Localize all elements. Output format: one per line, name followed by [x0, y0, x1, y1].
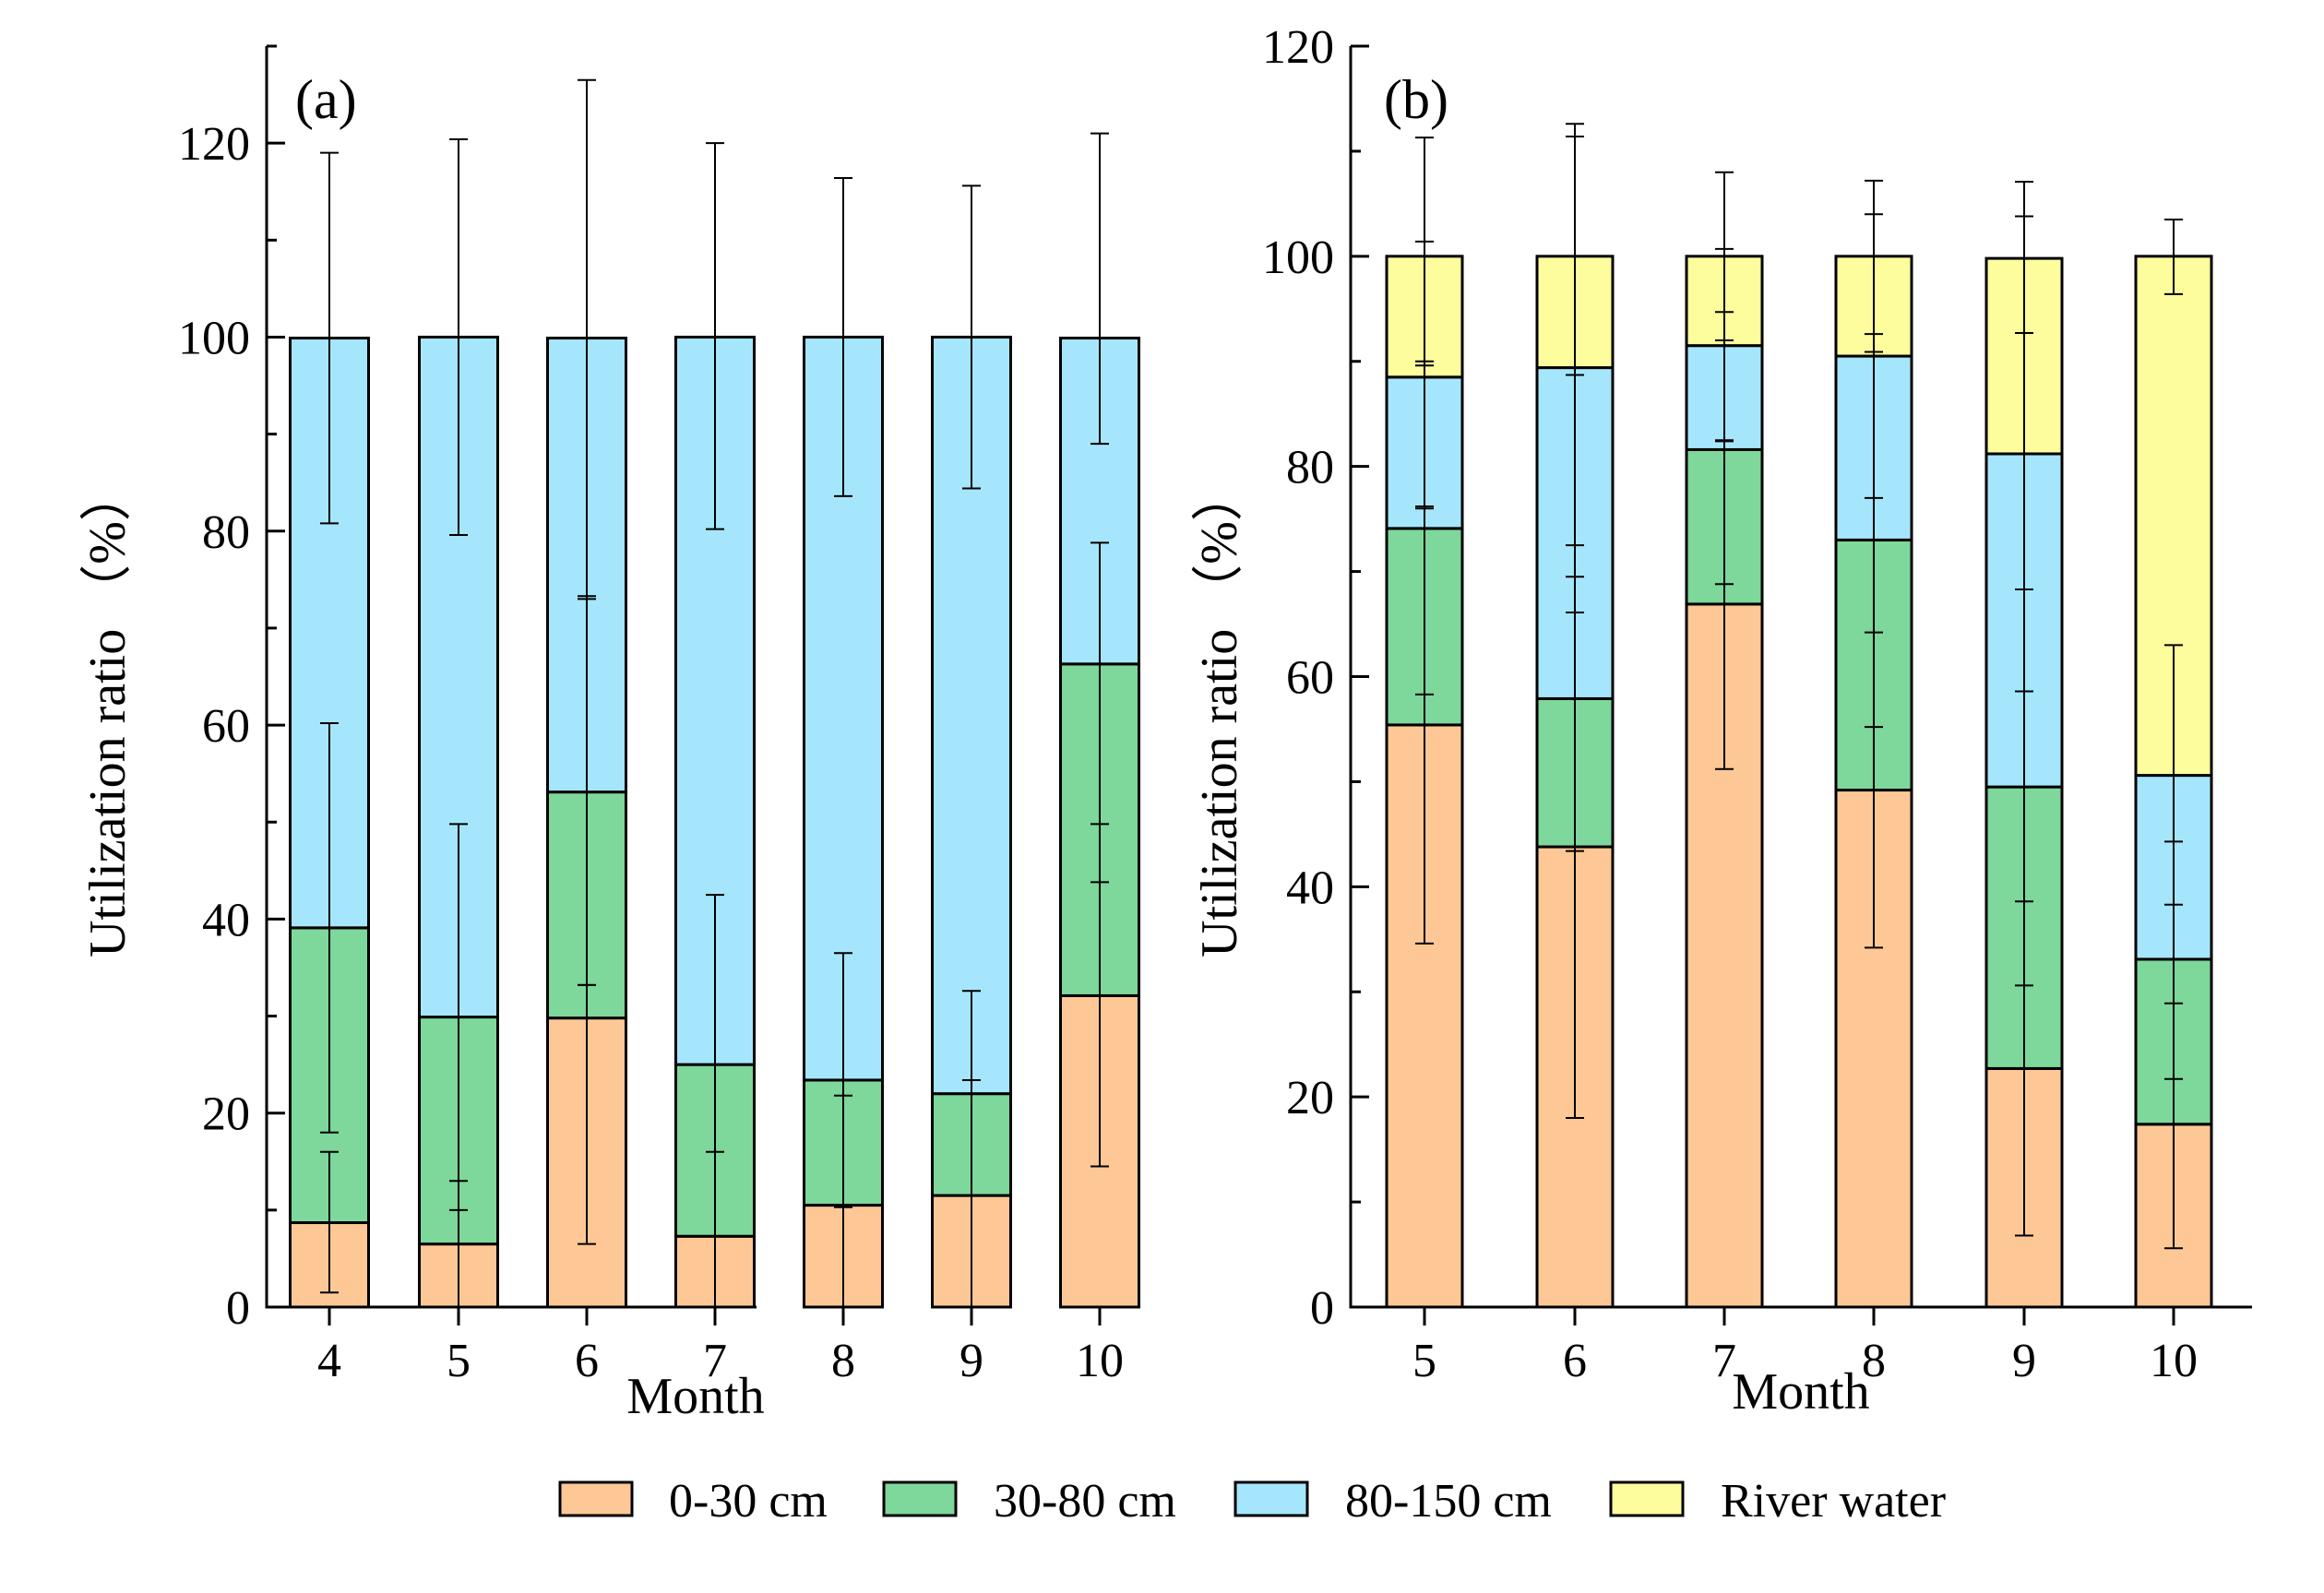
x-tick-label-b: 6 [1563, 1335, 1587, 1387]
error-bar-a-9-80-150-cm [962, 184, 981, 490]
panel-b: 0 20 40 60 80 100 120 5 6 7 8 9 10 (b) Utilization rat… [1191, 21, 2252, 1421]
error-bar-a-9-30-80-cm [962, 990, 981, 1197]
y-tick-label-b: 100 [1262, 232, 1334, 284]
y-axis-title-a: Utilization ratio （%） [79, 470, 137, 957]
x-tick-label-b: 7 [1712, 1335, 1736, 1387]
y-tick-label-a: 20 [202, 1088, 250, 1141]
error-bar-a-4-30-80-cm [320, 721, 339, 1134]
legend-item-River-water: River water [1609, 1475, 1946, 1528]
x-tick-label-b: 5 [1412, 1335, 1436, 1387]
legend-item-30-80-cm: 30-80 cm [882, 1475, 1176, 1528]
legend-label: River water [1721, 1475, 1946, 1528]
error-bar-b-10-80-150-cm [2164, 644, 2183, 906]
x-tick-label-a: 9 [959, 1335, 983, 1387]
panel-label-b: (b) [1384, 69, 1448, 130]
legend-label: 0-30 cm [669, 1475, 828, 1528]
y-tick-label-a: 40 [202, 894, 250, 946]
y-axis-title-b: Utilization ratio （%） [1191, 470, 1248, 957]
x-tick-label-b: 8 [1862, 1335, 1886, 1387]
x-tick-label-a: 6 [575, 1335, 599, 1387]
error-bar-b-8-River-water [1865, 179, 1883, 353]
legend-label: 30-80 cm [994, 1475, 1176, 1528]
error-bar-a-8-30-80-cm [834, 952, 852, 1208]
error-bar-a-5-80-150-cm [449, 137, 468, 536]
x-tick-label-b: 10 [2150, 1335, 2198, 1387]
error-bar-a-4-80-150-cm [320, 151, 339, 525]
error-bar-a-10-30-80-cm [1090, 541, 1109, 884]
legend-item-0-30-cm: 0-30 cm [558, 1475, 828, 1528]
error-bar-a-8-80-150-cm [834, 177, 852, 497]
error-bar-a-5-30-80-cm [449, 823, 468, 1211]
x-axis-title-a: Month [626, 1368, 764, 1425]
y-tick-label-a: 80 [202, 506, 250, 559]
legend-swatch [1234, 1480, 1309, 1517]
legend: 0-30 cm 30-80 cm 80-150 cm River water [558, 1475, 1946, 1528]
error-bar-a-10-80-150-cm [1090, 132, 1109, 446]
error-bar-b-5-River-water [1415, 137, 1434, 367]
y-tick-label-a: 60 [202, 700, 250, 753]
error-bar-b-9-River-water [2015, 180, 2033, 334]
legend-item-80-150-cm: 80-150 cm [1234, 1475, 1552, 1528]
x-tick-label-a: 8 [831, 1335, 855, 1387]
error-bar-a-4-0-30-cm [320, 1150, 339, 1294]
x-tick-label-a: 7 [703, 1335, 727, 1387]
y-tick-label-a: 0 [226, 1282, 250, 1335]
y-tick-label-b: 60 [1286, 652, 1334, 705]
x-tick-label-b: 9 [2012, 1335, 2036, 1387]
error-bar-a-6-80-150-cm [578, 78, 596, 600]
error-bar-a-7-80-150-cm [706, 142, 724, 530]
panel-label-a: (a) [295, 69, 357, 130]
y-tick-label-b: 0 [1310, 1282, 1334, 1335]
error-bar-a-7-30-80-cm [706, 894, 724, 1238]
x-tick-label-a: 10 [1076, 1335, 1124, 1387]
y-tick-label-b: 80 [1286, 442, 1334, 494]
legend-swatch [882, 1480, 958, 1517]
error-bar-b-6-River-water [1566, 123, 1584, 376]
y-tick-label-b: 40 [1286, 862, 1334, 914]
panel-a: 0 20 40 60 80 100 120 4 5 6 7 8 9 10 (a) Utilization ra… [79, 44, 1140, 1425]
y-tick-label-a: 100 [178, 312, 250, 364]
legend-swatch [1609, 1480, 1685, 1517]
error-bar-b-7-River-water [1715, 171, 1734, 443]
y-tick-label-b: 120 [1262, 21, 1334, 74]
legend-label: 80-150 cm [1345, 1475, 1552, 1528]
error-bar-b-10-River-water [2164, 218, 2183, 295]
x-tick-label-a: 4 [317, 1335, 341, 1387]
legend-swatch [558, 1480, 634, 1517]
x-tick-label-a: 5 [447, 1335, 471, 1387]
y-tick-label-b: 20 [1286, 1072, 1334, 1124]
x-axis-title-b: Month [1732, 1363, 1869, 1421]
y-tick-label-a: 120 [178, 118, 250, 171]
